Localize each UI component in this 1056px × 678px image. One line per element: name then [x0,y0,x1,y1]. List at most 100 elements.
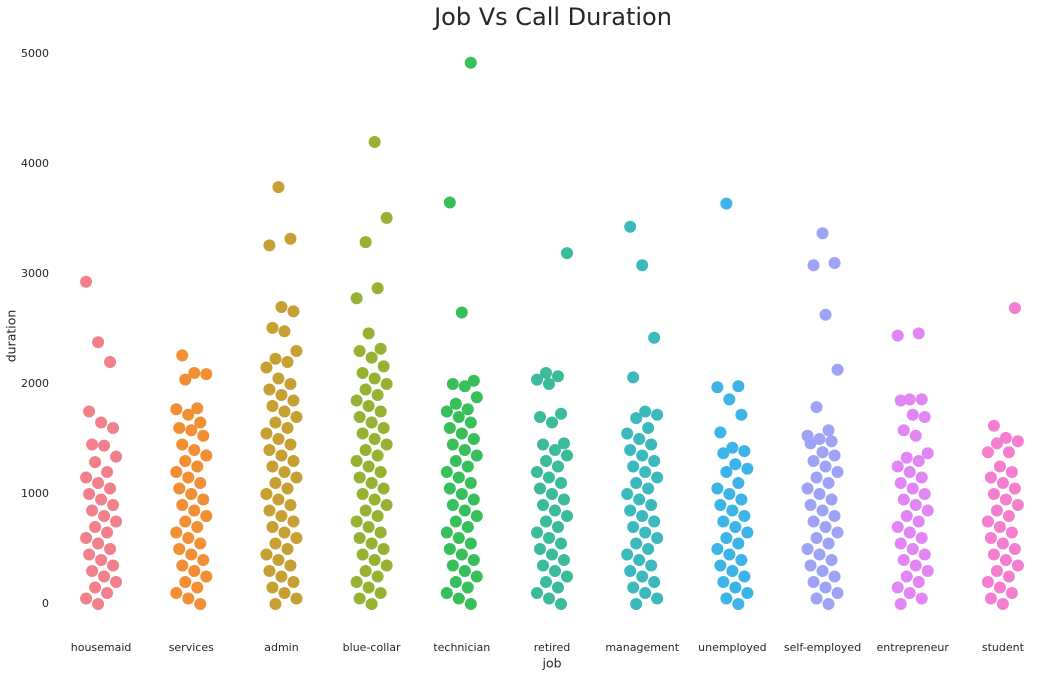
point [188,565,201,577]
point [633,554,646,566]
point [996,598,1009,610]
x-tick-label: entrepreneur [877,641,950,654]
point [185,548,198,561]
point [807,259,820,272]
point [891,329,904,342]
point [825,493,838,506]
point [188,367,201,379]
point [194,416,207,429]
point [819,308,832,321]
point [822,424,835,437]
point [531,373,543,386]
point [891,460,904,473]
point [458,444,471,456]
point [642,422,655,434]
point [915,393,928,406]
point [804,499,817,511]
point [440,587,453,599]
point [92,598,105,610]
point [281,422,294,434]
point [735,408,748,421]
point [810,401,823,414]
point [470,570,483,583]
point [374,526,387,539]
point [720,532,733,544]
point [440,405,453,418]
point [458,565,471,577]
point [912,327,925,340]
point [197,429,210,442]
point [80,471,93,484]
point [1005,526,1018,539]
point [278,466,291,478]
point [894,394,907,407]
point [903,393,916,406]
point [95,493,108,506]
point [365,598,378,610]
point [365,416,378,429]
point [1011,559,1024,572]
point [356,548,369,561]
point [461,460,474,473]
point [900,510,913,522]
point [275,570,288,583]
point [627,460,640,473]
point [648,515,661,528]
point [546,488,558,500]
point [176,349,189,362]
point [540,576,552,588]
point [735,554,748,566]
point [996,537,1009,550]
point [359,504,372,517]
point [281,482,294,495]
point [371,510,384,522]
y-tick-label: 3000 [21,267,49,280]
point [200,510,213,522]
point [101,466,114,478]
point [711,482,724,495]
point [621,548,634,561]
point [717,447,730,460]
point [906,408,919,421]
point [552,521,564,533]
point [624,220,637,233]
point [182,592,195,605]
point [534,543,546,555]
point [984,471,997,484]
point [828,510,841,522]
x-tick-label: retired [534,641,570,654]
point [263,565,276,577]
point [461,581,474,594]
point [380,499,393,511]
point [179,576,192,588]
point [197,554,210,566]
point [543,378,555,390]
point [182,532,195,544]
point [639,587,652,599]
point [918,411,931,423]
point [537,499,549,511]
point [738,570,751,583]
point [272,493,285,506]
point [272,372,285,385]
point [110,515,123,528]
point [531,587,543,599]
point [359,236,372,249]
point [98,570,111,583]
y-tick-label: 4000 [21,157,49,170]
point [173,543,186,555]
point [110,450,123,463]
point [101,526,114,539]
point [260,361,273,374]
point [284,438,297,451]
point [627,581,640,594]
point [1008,543,1021,555]
point [732,598,745,610]
point [458,504,471,517]
point [266,581,279,594]
point [561,510,573,522]
point [356,488,369,500]
point [173,482,186,495]
point [531,526,543,539]
point [807,515,820,528]
